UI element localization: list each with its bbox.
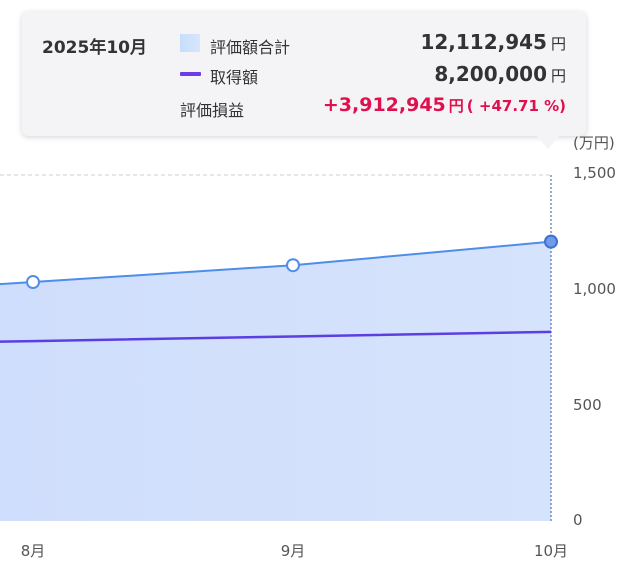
series-line-cost xyxy=(0,330,552,343)
data-point xyxy=(544,234,558,249)
tooltip-label-gain: 評価損益 xyxy=(180,101,245,120)
series-area-total xyxy=(0,241,551,522)
data-point xyxy=(286,258,300,273)
tooltip-value-gain: +3,912,945 円( +47.71 %) xyxy=(322,94,566,116)
y-axis-unit-label: (万円) xyxy=(573,134,615,152)
legend-swatch-line xyxy=(180,72,201,76)
x-tick-label: 9月 xyxy=(280,542,306,560)
x-tick-label: 8月 xyxy=(20,542,46,560)
tooltip-value-total: 12,112,945 円 xyxy=(420,30,566,54)
chart-tooltip: 2025年10月 評価額合計 12,112,945 円 取得額 8,200,000… xyxy=(22,12,586,136)
y-tick-label: 0 xyxy=(573,511,583,529)
tooltip-value-cost: 8,200,000 円 xyxy=(434,62,566,86)
tooltip-label-total: 評価額合計 xyxy=(210,38,291,57)
tooltip-label-cost: 取得額 xyxy=(210,68,259,87)
tooltip-date: 2025年10月 xyxy=(42,38,147,58)
y-tick-label: 500 xyxy=(573,396,602,414)
tooltip-arrow xyxy=(537,136,559,149)
series-line-total xyxy=(0,240,552,286)
x-tick-label: 10月 xyxy=(533,542,569,560)
legend-swatch-area xyxy=(180,34,200,52)
y-tick-label: 1,500 xyxy=(573,164,616,182)
y-tick-label: 1,000 xyxy=(573,280,616,298)
data-point xyxy=(26,275,40,290)
